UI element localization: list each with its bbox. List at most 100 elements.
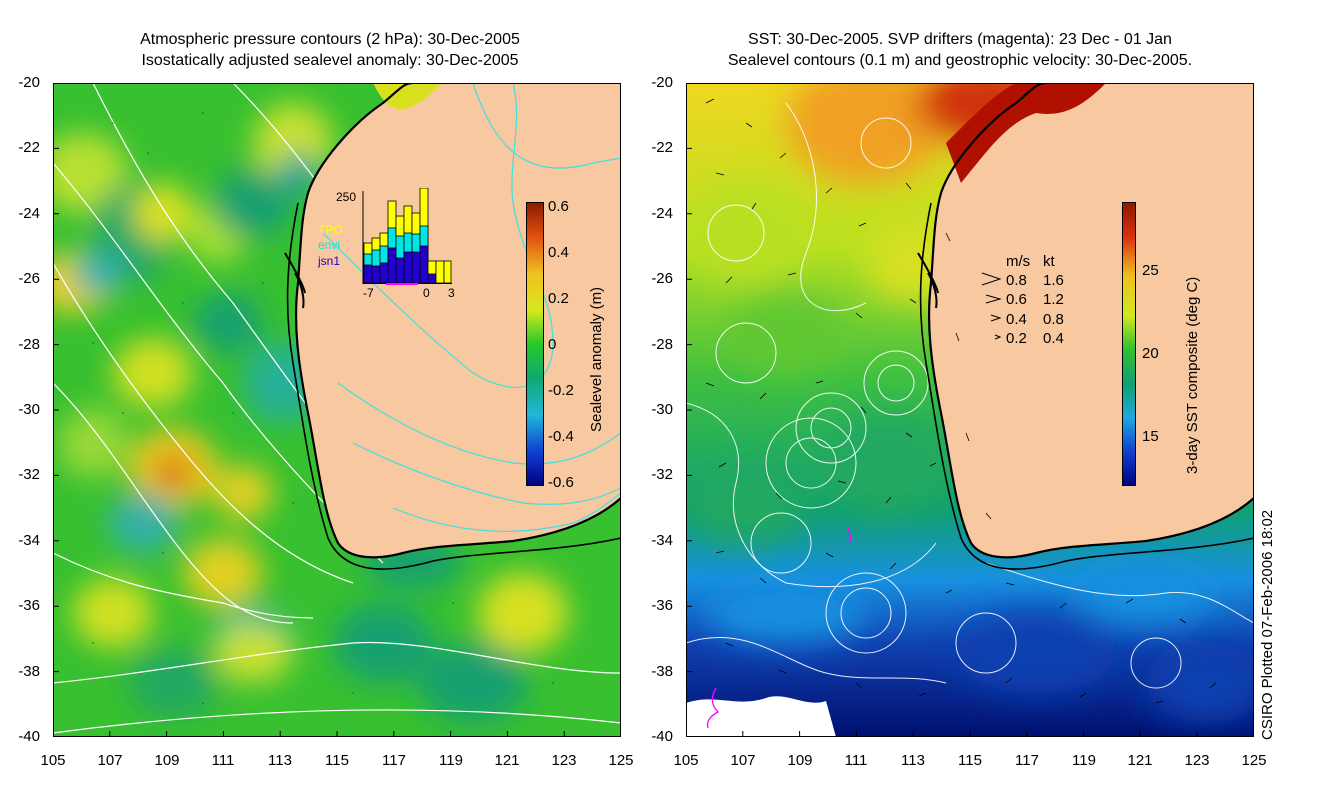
warm-coastal-water bbox=[946, 83, 1106, 183]
legend-header-kt: kt bbox=[1043, 253, 1055, 270]
inset-legend-tpo: TPO bbox=[318, 223, 343, 237]
y-tick: -24 bbox=[651, 205, 673, 222]
inset-legend-jsn1: jsn1 bbox=[318, 254, 341, 268]
x-tick: 121 bbox=[1127, 752, 1153, 769]
australia-land bbox=[929, 83, 1254, 558]
inset-bar bbox=[443, 260, 452, 284]
x-tick: 123 bbox=[551, 752, 577, 769]
plot-credit: CSIRO Plotted 07-Feb-2006 18:02 bbox=[1259, 509, 1276, 740]
legend-ms-value: 0.2 bbox=[1006, 330, 1027, 347]
y-tick: -28 bbox=[651, 336, 673, 353]
x-tick: 125 bbox=[1241, 752, 1267, 769]
x-tick: 123 bbox=[1184, 752, 1210, 769]
x-tick: 109 bbox=[787, 752, 813, 769]
y-tick: -26 bbox=[18, 270, 40, 287]
x-tick: 117 bbox=[1015, 752, 1039, 769]
right-map bbox=[686, 83, 1254, 737]
y-tick: -36 bbox=[18, 597, 40, 614]
sla-tick: -0.2 bbox=[548, 382, 574, 399]
x-tick: 119 bbox=[439, 752, 463, 769]
left-title-line2: Isostatically adjusted sealevel anomaly:… bbox=[141, 52, 519, 69]
land-north-strip bbox=[373, 83, 443, 110]
inset-x-label: 3 bbox=[448, 286, 455, 300]
y-tick: -38 bbox=[18, 663, 40, 680]
x-tick: 113 bbox=[901, 752, 925, 769]
sst-tick: 25 bbox=[1142, 262, 1159, 279]
y-tick: -34 bbox=[18, 532, 40, 549]
legend-ms-value: 0.4 bbox=[1006, 311, 1027, 328]
left-title-line1: Atmospheric pressure contours (2 hPa): 3… bbox=[140, 31, 520, 48]
velocity-legend: m/s kt 0.8 1.6 0.6 1.2 0.4 0.8 0.2 0.4 bbox=[980, 253, 1090, 348]
sla-tick: 0.2 bbox=[548, 290, 569, 307]
right-title-line1: SST: 30-Dec-2005. SVP drifters (magenta)… bbox=[748, 31, 1172, 48]
land-pressure-contours bbox=[322, 83, 621, 533]
svp-drifter-tracks bbox=[706, 527, 852, 729]
x-tick: 119 bbox=[1072, 752, 1096, 769]
sla-colorbar-label: Sealevel anomaly (m) bbox=[588, 286, 605, 432]
legend-ms-value: 0.8 bbox=[1006, 272, 1027, 289]
x-tick: 105 bbox=[673, 752, 699, 769]
sla-tick: 0 bbox=[548, 336, 557, 353]
y-tick: -32 bbox=[651, 466, 673, 483]
legend-arrows bbox=[981, 272, 1002, 340]
x-tick: 105 bbox=[40, 752, 66, 769]
x-tick: 107 bbox=[730, 752, 756, 769]
x-tick: 111 bbox=[844, 752, 868, 769]
legend-kt-value: 0.4 bbox=[1043, 330, 1064, 347]
x-tick: 113 bbox=[268, 752, 292, 769]
sst-colorbar-label: 3-day SST composite (deg C) bbox=[1184, 276, 1201, 474]
inset-legend-envi: envi bbox=[318, 238, 341, 252]
sla-tick: -0.4 bbox=[548, 428, 574, 445]
inset-x-label: 0 bbox=[423, 286, 430, 300]
legend-kt-value: 1.2 bbox=[1043, 291, 1064, 308]
x-tick: 107 bbox=[97, 752, 123, 769]
shelf-break-200m bbox=[286, 202, 621, 570]
inset-bar bbox=[435, 260, 445, 284]
y-tick: -36 bbox=[651, 597, 673, 614]
sla-tick: -0.6 bbox=[548, 474, 574, 491]
sealevel-colorbar bbox=[526, 202, 544, 486]
y-tick: -30 bbox=[651, 401, 673, 418]
legend-kt-value: 1.6 bbox=[1043, 272, 1064, 289]
x-tick: 109 bbox=[154, 752, 180, 769]
right-title-line2: Sealevel contours (0.1 m) and geostrophi… bbox=[727, 52, 1193, 69]
y-tick: -30 bbox=[18, 401, 40, 418]
y-tick: -26 bbox=[651, 270, 673, 287]
y-tick: -34 bbox=[651, 532, 673, 549]
pressure-contours bbox=[53, 83, 621, 734]
altimeter-track-dots bbox=[92, 112, 554, 704]
y-tick: -22 bbox=[651, 139, 673, 156]
x-tick: 115 bbox=[958, 752, 982, 769]
sealevel-anomaly-field bbox=[53, 103, 568, 723]
y-tick: -38 bbox=[651, 663, 673, 680]
x-tick: 111 bbox=[211, 752, 235, 769]
sealevel-contours bbox=[686, 102, 1254, 689]
legend-kt-value: 0.8 bbox=[1043, 311, 1064, 328]
sst-tick: 20 bbox=[1142, 345, 1159, 362]
y-tick: -40 bbox=[651, 728, 673, 745]
x-tick: 121 bbox=[494, 752, 520, 769]
y-tick: -24 bbox=[18, 205, 40, 222]
sst-colorbar bbox=[1122, 202, 1136, 486]
sla-tick: 0.6 bbox=[548, 198, 569, 215]
inset-x-label: -7 bbox=[363, 286, 374, 300]
y-tick: -22 bbox=[18, 139, 40, 156]
y-tick: -32 bbox=[18, 466, 40, 483]
x-tick: 125 bbox=[608, 752, 634, 769]
coastline bbox=[294, 83, 621, 559]
sla-tick: 0.4 bbox=[548, 244, 569, 261]
y-tick: -28 bbox=[18, 336, 40, 353]
altimeter-count-inset bbox=[362, 188, 452, 285]
inset-max-label: 250 bbox=[336, 190, 357, 204]
x-tick: 117 bbox=[382, 752, 406, 769]
cloud-mask bbox=[686, 696, 836, 737]
coastline bbox=[927, 83, 1254, 559]
shelf-break-200m bbox=[919, 202, 1254, 570]
legend-header-ms: m/s bbox=[1006, 253, 1031, 270]
y-tick: -20 bbox=[18, 74, 40, 91]
x-tick: 115 bbox=[325, 752, 349, 769]
y-tick: -20 bbox=[651, 74, 673, 91]
sst-tick: 15 bbox=[1142, 428, 1159, 445]
geostrophic-velocity-arrows bbox=[705, 98, 1217, 704]
legend-ms-value: 0.6 bbox=[1006, 291, 1027, 308]
